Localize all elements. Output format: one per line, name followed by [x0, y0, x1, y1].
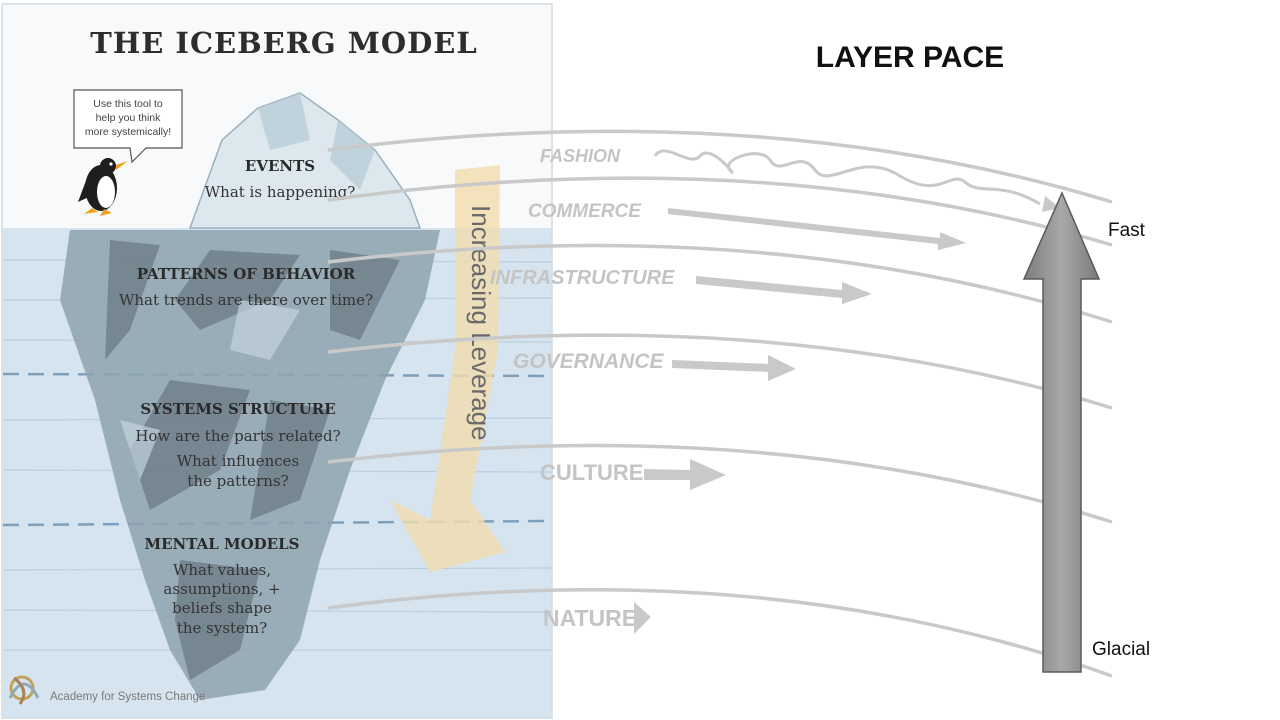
level-mental-line-3: beliefs shape [172, 599, 272, 617]
governance-pace-arrow [672, 355, 796, 381]
level-mental-line-2: assumptions, + [163, 580, 280, 598]
infrastructure-pace-arrow [696, 276, 872, 304]
speech-bubble-line-2: help you think [96, 112, 162, 124]
level-events-line-1: What is happening? [205, 183, 356, 201]
level-structure-line-1: How are the parts related? [135, 427, 340, 445]
pace-title: LAYER PACE [816, 41, 1004, 74]
knot-logo-icon [8, 675, 40, 705]
level-structure-line-3: the patterns? [187, 472, 288, 490]
level-structure-heading: SYSTEMS STRUCTURE [140, 400, 335, 418]
layer-label-governance: GOVERNANCE [513, 350, 665, 373]
layer-arc-infrastructure [327, 243, 1113, 324]
nature-pace-arrow [634, 602, 651, 634]
layer-label-infrastructure: INFRASTRUCTURE [490, 267, 675, 289]
layer-label-commerce: COMMERCE [528, 201, 642, 222]
layer-arc-culture [327, 443, 1113, 524]
speech-bubble-line-3: more systemically! [85, 126, 171, 138]
layer-pace-panel: LAYER PACE FASHION COMMERCE INFRASTRUCTU… [327, 41, 1150, 678]
layer-arc-commerce [327, 176, 1113, 247]
speech-bubble-line-1: Use this tool to [93, 98, 163, 110]
level-mental-line-1: What values, [173, 561, 271, 579]
fast-label: Fast [1108, 220, 1146, 241]
layer-arc-fashion [327, 129, 1113, 204]
level-mental-heading: MENTAL MODELS [145, 535, 300, 553]
layer-label-fashion: FASHION [540, 146, 621, 166]
iceberg-title: THE ICEBERG MODEL [90, 26, 478, 60]
fashion-squiggle [653, 149, 1041, 206]
layer-label-culture: CULTURE [540, 460, 643, 485]
layer-arc-nature [327, 587, 1113, 678]
penguin-icon [78, 158, 128, 216]
level-patterns-line-1: What trends are there over time? [119, 291, 373, 309]
culture-pace-arrow [644, 459, 726, 490]
speech-bubble: Use this tool to help you think more sys… [73, 89, 183, 164]
leverage-arrow [390, 165, 505, 572]
level-mental-line-4: the system? [177, 619, 267, 637]
leverage-label: Increasing Leverage [466, 205, 496, 441]
commerce-pace-arrow [668, 208, 966, 250]
footer-credit: Academy for Systems Change [50, 691, 205, 703]
level-patterns-heading: PATTERNS OF BEHAVIOR [137, 265, 356, 283]
iceberg-panel: THE ICEBERG MODEL Use this tool to help … [1, 3, 553, 719]
glacial-label: Glacial [1092, 639, 1150, 660]
level-events-heading: EVENTS [245, 157, 315, 175]
layer-arc-governance [327, 333, 1113, 410]
level-structure-line-2: What influences [177, 452, 299, 470]
iceberg-submerged [60, 230, 440, 700]
pace-up-arrow [1022, 191, 1101, 673]
layer-label-nature: NATURE [543, 605, 637, 631]
